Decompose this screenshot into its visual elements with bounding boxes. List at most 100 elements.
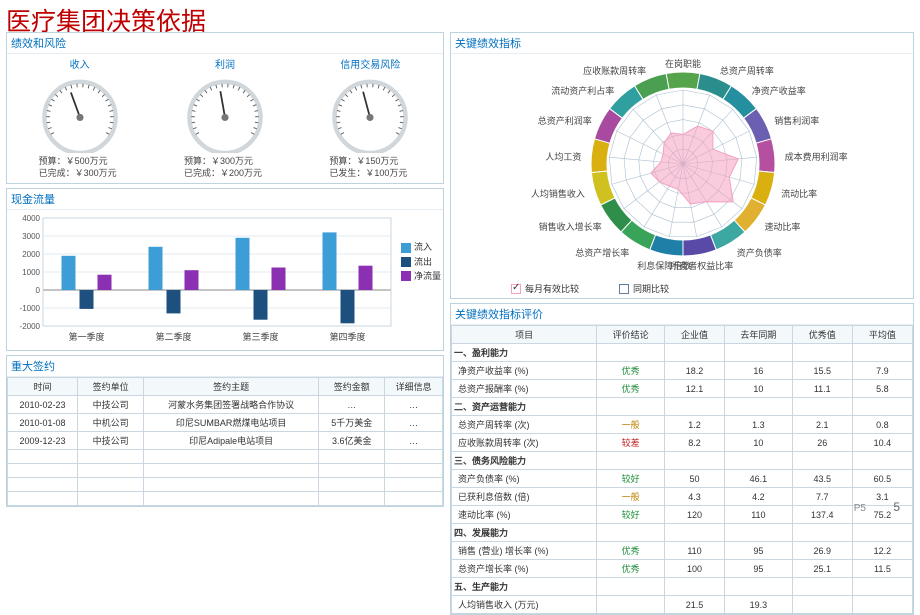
page-badge: P5 [854,503,866,514]
kpi-table: 项目评价结论企业值去年同期优秀值平均值一、盈利能力净资产收益率 (%)优秀18.… [451,325,913,614]
radar-legend-item[interactable]: 同期比较 [619,282,669,295]
gauge-values: 预算：￥500万元已完成：￥300万元 [25,156,135,179]
cashflow-title: 现金流量 [7,189,443,210]
column-header[interactable]: 平均值 [852,326,912,344]
table-row[interactable]: 2010-01-08中机公司印尼SUMBAR燃煤电站项目5千万美金… [8,414,443,432]
gauge-dial [315,73,425,153]
svg-text:4000: 4000 [22,214,40,223]
kpi-table-title: 关键绩效指标评价 [451,304,913,325]
radar-body: 每月有效比较同期比较 在岗职能总资产周转率净资产收益率销售利润率成本费用利润率流… [451,54,913,298]
legend-item: 流出 [401,255,441,269]
svg-text:0: 0 [36,286,41,295]
kpi-row[interactable]: 应收账款周转率 (次)较差8.2102610.4 [452,434,913,452]
radar-legend: 每月有效比较 同期比较 [511,282,669,295]
column-header[interactable]: 时间 [8,378,78,396]
table-row [8,464,443,478]
cashflow-panel: 现金流量 -2000 -1000 0 1000 2000 3000 4000 第一季度 第二季度… [6,188,444,351]
page-number: 5 [893,500,900,514]
performance-panel: 绩效和风险 收入预算：￥500万元已完成：￥300万元利润预算：￥300万元已完… [6,32,444,184]
column-header[interactable]: 详细信息 [385,378,443,396]
gauge-label: 收入 [25,56,135,71]
svg-text:第一季度: 第一季度 [68,331,104,342]
gauge-label: 利润 [170,56,280,71]
radar-axis-label: 成本费用利润率 [785,150,848,163]
column-header[interactable]: 签约主题 [144,378,319,396]
kpi-table-panel: 关键绩效指标评价 项目评价结论企业值去年同期优秀值平均值一、盈利能力净资产收益率… [450,303,914,615]
table-row [8,478,443,492]
radar-axis-label: 人均销售收入 [531,187,585,200]
svg-text:第三季度: 第三季度 [242,331,278,342]
gauge: 收入预算：￥500万元已完成：￥300万元 [25,56,135,179]
svg-text:1000: 1000 [22,268,40,277]
legend-item: 流入 [401,240,441,254]
cashflow-chart: -2000 -1000 0 1000 2000 3000 4000 第一季度 第二季度 第三季度 第… [9,212,395,344]
gauge-values: 预算：￥150万元已发生：￥100万元 [315,156,425,179]
svg-text:2000: 2000 [22,250,40,259]
kpi-row[interactable]: 销售 (营业) 增长率 (%)优秀1109526.912.2 [452,542,913,560]
kpi-radar-panel: 关键绩效指标 每月有效比较 同期比较 在岗职能总资产周转率净资产收益率销售利润率成… [450,32,914,299]
kpi-row[interactable]: 总资产增长率 (%)优秀1009525.111.5 [452,560,913,578]
table-row[interactable]: 2010-02-23中技公司河蒙水务集团签署战略合作协议…… [8,396,443,414]
contracts-table: 时间签约单位签约主题签约金额详细信息2010-02-23中技公司河蒙水务集团签署… [7,377,443,506]
column-header[interactable]: 去年同期 [725,326,793,344]
gauge: 利润预算：￥300万元已完成：￥200万元 [170,56,280,179]
cashflow-body: -2000 -1000 0 1000 2000 3000 4000 第一季度 第二季度 第三季度 第… [7,210,443,350]
radar-axis-label: 流动资产利占率 [551,84,614,97]
kpi-row[interactable]: 已获利息倍数 (倍)一般4.34.27.73.1 [452,488,913,506]
svg-text:第二季度: 第二季度 [155,331,191,342]
radar-axis-label: 应收账款周转率 [583,64,646,77]
gauge-label: 信用交易风险 [315,56,425,71]
radar-axis-label: 总资产增长率 [575,246,629,259]
kpi-row[interactable]: 速动比率 (%)较好120110137.475.2 [452,506,913,524]
kpi-row[interactable]: 净资产收益率 (%)优秀18.21615.57.9 [452,362,913,380]
contracts-title: 重大签约 [7,356,443,377]
column-header[interactable]: 签约单位 [78,378,144,396]
gauge-dial [170,73,280,153]
column-header[interactable]: 企业值 [664,326,724,344]
column-header[interactable]: 签约金额 [319,378,385,396]
column-header[interactable]: 优秀值 [792,326,852,344]
radar-axis-label: 销售收入增长率 [539,220,602,233]
kpi-row[interactable]: 总资产报酬率 (%)优秀12.11011.15.8 [452,380,913,398]
kpi-section-row: 二、资产运营能力 [452,398,913,416]
radar-axis-label: 销售利润率 [774,114,819,127]
gauge-values: 预算：￥300万元已完成：￥200万元 [170,156,280,179]
kpi-row[interactable]: 人均销售收入 (万元)21.519.3 [452,596,913,614]
radar-axis-label: 利息保障倍数 [637,259,691,272]
table-row[interactable]: 2009-12-23中技公司印尼Adipale电站项目3.6亿美金… [8,432,443,450]
radar-legend-item[interactable]: 每月有效比较 [511,282,579,295]
svg-text:3000: 3000 [22,232,40,241]
svg-text:第四季度: 第四季度 [329,331,365,342]
contracts-panel: 重大签约 时间签约单位签约主题签约金额详细信息2010-02-23中技公司河蒙水… [6,355,444,507]
radar-axis-label: 总资产利润率 [538,114,592,127]
right-column: 关键绩效指标 每月有效比较 同期比较 在岗职能总资产周转率净资产收益率销售利润率成… [450,32,914,615]
radar-axis-label: 流动比率 [781,187,817,200]
radar-axis-label: 资产负债率 [737,246,782,259]
radar-axis-label: 总资产周转率 [720,64,774,77]
legend-item: 净流量 [401,269,441,283]
svg-text:-2000: -2000 [20,322,41,331]
column-header[interactable]: 项目 [452,326,597,344]
dashboard-layout: 绩效和风险 收入预算：￥500万元已完成：￥300万元利润预算：￥300万元已完… [6,32,914,615]
radar-axis-label: 在岗职能 [665,57,701,70]
performance-title: 绩效和风险 [7,33,443,54]
kpi-radar-title: 关键绩效指标 [451,33,913,54]
cashflow-legend: 流入流出净流量 [401,240,441,283]
radar-axis-label: 速动比率 [764,220,800,233]
kpi-section-row: 一、盈利能力 [452,344,913,362]
radar-axis-label: 人均工资 [545,150,581,163]
gauge: 信用交易风险预算：￥150万元已发生：￥100万元 [315,56,425,179]
column-header[interactable]: 评价结论 [597,326,665,344]
table-row [8,450,443,464]
kpi-section-row: 五、生产能力 [452,578,913,596]
kpi-row[interactable]: 总资产周转率 (次)一般1.21.32.10.8 [452,416,913,434]
gauge-dial [25,73,135,153]
gauge-row: 收入预算：￥500万元已完成：￥300万元利润预算：￥300万元已完成：￥200… [7,54,443,183]
kpi-section-row: 三、债务风险能力 [452,452,913,470]
svg-text:-1000: -1000 [20,304,41,313]
kpi-row[interactable]: 资产负债率 (%)较好5046.143.560.5 [452,470,913,488]
table-row [8,492,443,506]
left-column: 绩效和风险 收入预算：￥500万元已完成：￥300万元利润预算：￥300万元已完… [6,32,444,615]
radar-axis-label: 净资产收益率 [752,84,806,97]
kpi-section-row: 四、发展能力 [452,524,913,542]
